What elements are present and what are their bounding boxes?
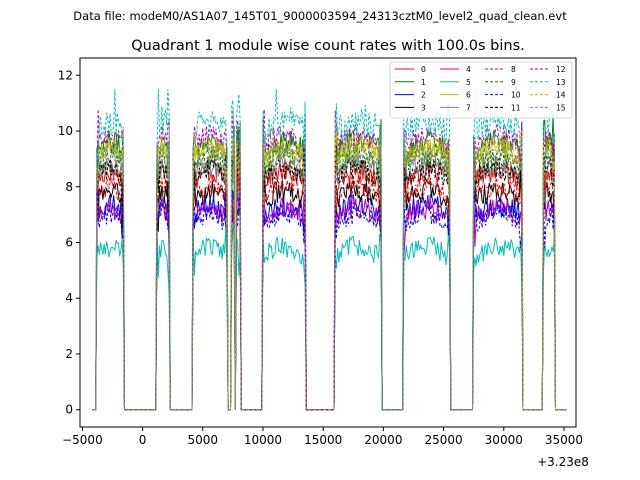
legend-label: 0 bbox=[421, 65, 426, 74]
legend-label: 2 bbox=[421, 91, 426, 100]
legend-label: 5 bbox=[466, 78, 471, 87]
legend-label: 7 bbox=[466, 103, 471, 112]
legend-label: 6 bbox=[466, 91, 471, 100]
legend-frame bbox=[389, 61, 573, 119]
legend-label: 9 bbox=[511, 78, 516, 87]
legend-label: 15 bbox=[556, 103, 566, 112]
legend-label: 11 bbox=[511, 103, 521, 112]
x-tick-label: 25000 bbox=[424, 433, 462, 447]
series-line-8 bbox=[92, 162, 567, 411]
y-tick-label: 12 bbox=[58, 68, 73, 82]
x-axis: −5000 0 5000 10000 15000 20000 25000 30000 35000 bbox=[62, 427, 583, 447]
chart-title: Quadrant 1 module wise count rates with … bbox=[131, 38, 525, 54]
x-tick-label: 30000 bbox=[485, 433, 523, 447]
legend-label: 14 bbox=[556, 91, 566, 100]
x-tick-label: −5000 bbox=[62, 433, 103, 447]
y-tick-label: 2 bbox=[65, 347, 73, 361]
legend-label: 4 bbox=[466, 65, 471, 74]
y-tick-label: 8 bbox=[65, 180, 73, 194]
y-tick-label: 0 bbox=[65, 403, 73, 417]
x-tick-label: 5000 bbox=[188, 433, 219, 447]
chart-suptitle: Data file: modeM0/AS1A07_145T01_90000035… bbox=[73, 9, 567, 23]
series-line-14 bbox=[92, 132, 567, 411]
x-tick-label: 0 bbox=[139, 433, 147, 447]
legend-label: 12 bbox=[556, 65, 566, 74]
legend-label: 10 bbox=[511, 91, 521, 100]
legend-label: 13 bbox=[556, 78, 566, 87]
x-tick-label: 35000 bbox=[545, 433, 583, 447]
series-layer bbox=[92, 89, 567, 411]
series-line-12 bbox=[92, 109, 567, 411]
legend-label: 1 bbox=[421, 78, 426, 87]
series-line-15 bbox=[92, 126, 567, 411]
x-tick-label: 15000 bbox=[304, 433, 342, 447]
x-offset-label: +3.23e8 bbox=[537, 455, 589, 469]
y-axis: 0 2 4 6 8 10 12 bbox=[58, 68, 80, 417]
y-tick-label: 4 bbox=[65, 291, 73, 305]
x-tick-label: 10000 bbox=[244, 433, 282, 447]
legend-label: 3 bbox=[421, 103, 426, 112]
x-tick-label: 20000 bbox=[364, 433, 402, 447]
legend-label: 8 bbox=[511, 65, 516, 74]
y-tick-label: 10 bbox=[58, 124, 73, 138]
y-tick-label: 6 bbox=[65, 236, 73, 250]
